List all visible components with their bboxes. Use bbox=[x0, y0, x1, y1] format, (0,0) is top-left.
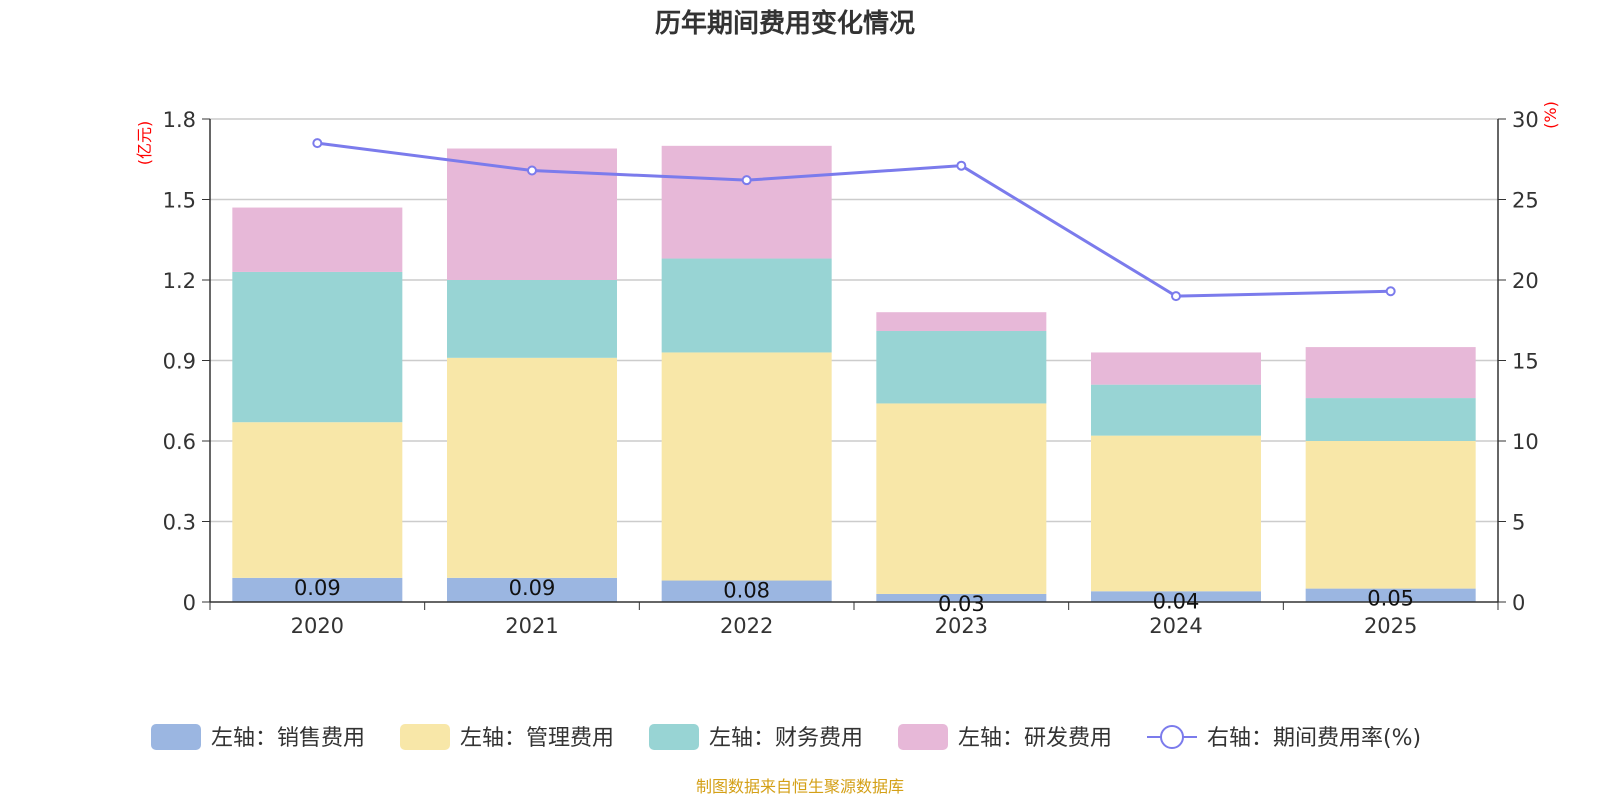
bar-data-label: 0.05 bbox=[1367, 587, 1414, 611]
left-axis-tick-label: 1.8 bbox=[163, 108, 196, 132]
bar-segment bbox=[1305, 347, 1476, 399]
bar-data-label: 0.04 bbox=[1153, 589, 1200, 613]
rate-line-point bbox=[1171, 291, 1181, 302]
rate-line bbox=[317, 141, 1391, 298]
right-axis-tick-label: 5 bbox=[1512, 511, 1525, 535]
right-axis-tick-label: 15 bbox=[1512, 350, 1539, 374]
left-axis-tick-label: 0.3 bbox=[163, 511, 196, 535]
legend-label: 左轴：研发费用 bbox=[958, 726, 1112, 751]
bar-segment bbox=[1305, 588, 1476, 602]
bar-segment bbox=[447, 577, 617, 602]
right-axis-tick-label: 25 bbox=[1512, 189, 1539, 213]
bar-segment bbox=[1091, 352, 1261, 385]
x-axis-tick-label: 2020 bbox=[291, 614, 344, 638]
rate-line-series bbox=[312, 138, 1396, 302]
chart-title: 历年期间费用变化情况 bbox=[655, 8, 915, 39]
left-axis-tick-label: 1.5 bbox=[163, 189, 196, 213]
bar-data-label: 0.09 bbox=[294, 576, 341, 600]
legend-label: 左轴：管理费用 bbox=[460, 726, 614, 751]
data-labels: 0.09 0.09 0.08 0.03 0.04 0.05 bbox=[294, 576, 1414, 616]
bar-segment bbox=[232, 577, 403, 602]
x-axis-tick-label: 2024 bbox=[1149, 614, 1202, 638]
right-axis-tick-label: 0 bbox=[1512, 591, 1525, 615]
bar-segment bbox=[1091, 435, 1261, 592]
rate-line-point bbox=[1385, 286, 1396, 297]
legend-swatch bbox=[898, 724, 948, 750]
right-axis-tick-label: 20 bbox=[1512, 269, 1539, 293]
left-axis-tick-label: 0.6 bbox=[163, 430, 196, 454]
legend-label: 右轴：期间费用率(%) bbox=[1207, 726, 1421, 751]
bar-segment bbox=[1091, 591, 1261, 602]
legend-swatch bbox=[400, 724, 450, 750]
rate-line-point bbox=[527, 165, 537, 176]
legend: 左轴：销售费用 左轴：管理费用 左轴：财务费用 左轴：研发费用 右轴：期间费用率(%) bbox=[151, 724, 1421, 751]
bar-data-label: 0.03 bbox=[938, 592, 985, 616]
bar-segment bbox=[232, 271, 403, 423]
bar-segment bbox=[661, 145, 832, 259]
bar-segment bbox=[232, 207, 403, 272]
bar-segment bbox=[447, 357, 617, 578]
legend-marker bbox=[1160, 725, 1184, 749]
bar-segment bbox=[1305, 398, 1476, 441]
bar-segment bbox=[876, 403, 1047, 594]
left-axis-unit: (亿元) bbox=[135, 121, 154, 166]
bar-segment bbox=[876, 312, 1047, 331]
legend-label: 左轴：销售费用 bbox=[211, 726, 365, 751]
x-axis-tick-label: 2022 bbox=[720, 614, 773, 638]
bar-data-label: 0.09 bbox=[509, 576, 556, 600]
grid-lines bbox=[210, 118, 1498, 523]
right-axis-unit: (%) bbox=[1541, 101, 1560, 129]
bar-series bbox=[232, 145, 1476, 602]
x-axis-tick-label: 2021 bbox=[505, 614, 558, 638]
rate-line-point bbox=[312, 138, 323, 149]
legend-swatch bbox=[649, 724, 699, 750]
right-axis-tick-label: 30 bbox=[1512, 108, 1539, 132]
bar-segment bbox=[661, 258, 832, 353]
legend-label: 左轴：财务费用 bbox=[709, 726, 863, 751]
x-axis-tick-label: 2023 bbox=[935, 614, 988, 638]
left-axis-tick-label: 1.2 bbox=[163, 269, 196, 293]
rate-line-point bbox=[956, 160, 967, 171]
bar-segment bbox=[1305, 441, 1476, 589]
bar-segment bbox=[661, 580, 832, 602]
x-axis-tick-label: 2025 bbox=[1364, 614, 1417, 638]
rate-line-point bbox=[741, 175, 752, 186]
source-note: 制图数据来自恒生聚源数据库 bbox=[696, 777, 904, 796]
legend-swatch bbox=[151, 724, 201, 750]
bar-segment bbox=[1091, 384, 1261, 436]
bar-segment bbox=[876, 593, 1047, 602]
bar-data-label: 0.08 bbox=[723, 579, 770, 603]
left-axis-tick-label: 0 bbox=[183, 591, 196, 615]
bar-segment bbox=[447, 280, 617, 358]
right-axis-tick-label: 10 bbox=[1512, 430, 1539, 454]
bar-segment bbox=[232, 422, 403, 578]
bar-segment bbox=[661, 352, 832, 581]
bar-segment bbox=[876, 330, 1047, 404]
left-axis-tick-label: 0.9 bbox=[163, 350, 196, 374]
